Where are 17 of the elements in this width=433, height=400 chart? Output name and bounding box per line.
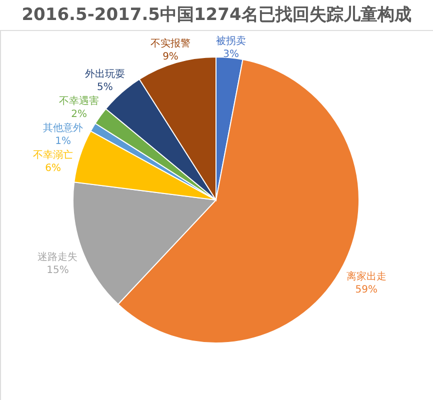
- slice-label: 离家出走: [346, 270, 386, 283]
- data-label: 3%: [223, 48, 239, 60]
- data-label: 9%: [162, 51, 178, 62]
- chart-title: 2016.5-2017.5中国1274名已找回失踪儿童构成: [22, 5, 412, 25]
- slice-label: 外出玩耍: [84, 68, 125, 80]
- slice-label: 被拐卖: [216, 34, 246, 47]
- slice-label: 不幸遇害: [59, 95, 100, 107]
- slice-label: 不实报警: [150, 37, 191, 50]
- slice-label: 其他意外: [43, 122, 84, 134]
- data-label: 6%: [45, 163, 62, 174]
- data-label: 59%: [355, 284, 378, 296]
- slice-label: 迷路走失: [38, 250, 78, 263]
- slice-label: 不幸溺亡: [33, 149, 74, 161]
- data-label: 5%: [96, 82, 113, 93]
- data-label: 15%: [46, 264, 69, 276]
- data-label: 2%: [71, 109, 87, 120]
- data-label: 1%: [55, 136, 72, 147]
